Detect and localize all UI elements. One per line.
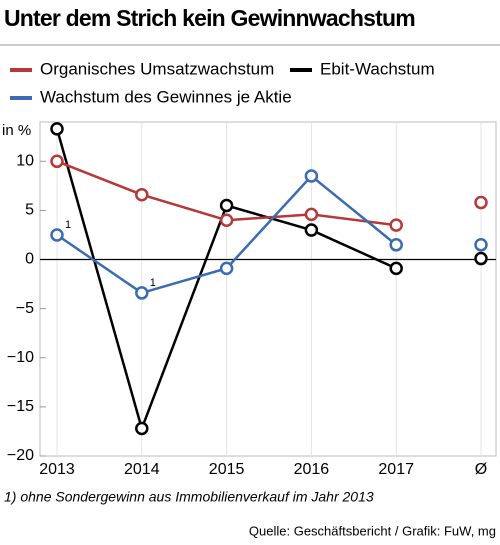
y-tick-label: 5 (25, 202, 34, 219)
x-tick-label: 2014 (124, 461, 160, 478)
legend-label: Ebit-Wachstum (320, 59, 435, 78)
source: Quelle: Geschäftsbericht / Grafik: FuW, … (249, 523, 496, 538)
y-tick-label: −5 (16, 300, 34, 317)
y-axis-label: in % (2, 122, 31, 139)
x-tick-label: 2015 (209, 461, 245, 478)
point-marker (50, 228, 64, 242)
point-marker (50, 154, 64, 169)
point-marker (304, 169, 319, 183)
annotation: 1 (65, 219, 71, 231)
x-tick-label: 2013 (39, 461, 75, 478)
y-tick-label: 0 (25, 251, 34, 268)
point-marker (389, 238, 403, 252)
point-marker (389, 218, 403, 232)
plot-frame (39, 121, 497, 457)
point-marker (304, 207, 319, 222)
point-marker (135, 421, 149, 436)
point-marker (474, 251, 488, 266)
x-tick-label: 2016 (294, 461, 330, 478)
point-marker (50, 122, 64, 136)
point-marker (219, 261, 234, 276)
point-marker (389, 261, 403, 276)
y-tick-label: −15 (7, 398, 34, 415)
annotation: 1 (150, 277, 156, 289)
legend-label: Organisches Umsatzwachstum (40, 59, 274, 78)
chart-title: Unter dem Strich kein Gewinnwachstum (4, 5, 415, 31)
y-tick-label: −20 (7, 447, 34, 464)
y-tick-label: −10 (7, 349, 34, 366)
point-marker (135, 187, 149, 202)
x-tick-label: 2017 (378, 461, 414, 478)
point-marker (304, 223, 319, 237)
x-tick-label: Ø (475, 461, 487, 478)
legend-label: Wachstum des Gewinnes je Aktie (40, 87, 292, 106)
point-marker (219, 198, 234, 213)
point-marker (474, 195, 488, 210)
footnote: 1) ohne Sondergewinn aus Immobilienverka… (4, 489, 374, 505)
y-tick-label: 10 (16, 153, 34, 170)
point-marker (219, 213, 234, 227)
point-marker (135, 286, 149, 300)
point-marker (474, 238, 488, 252)
